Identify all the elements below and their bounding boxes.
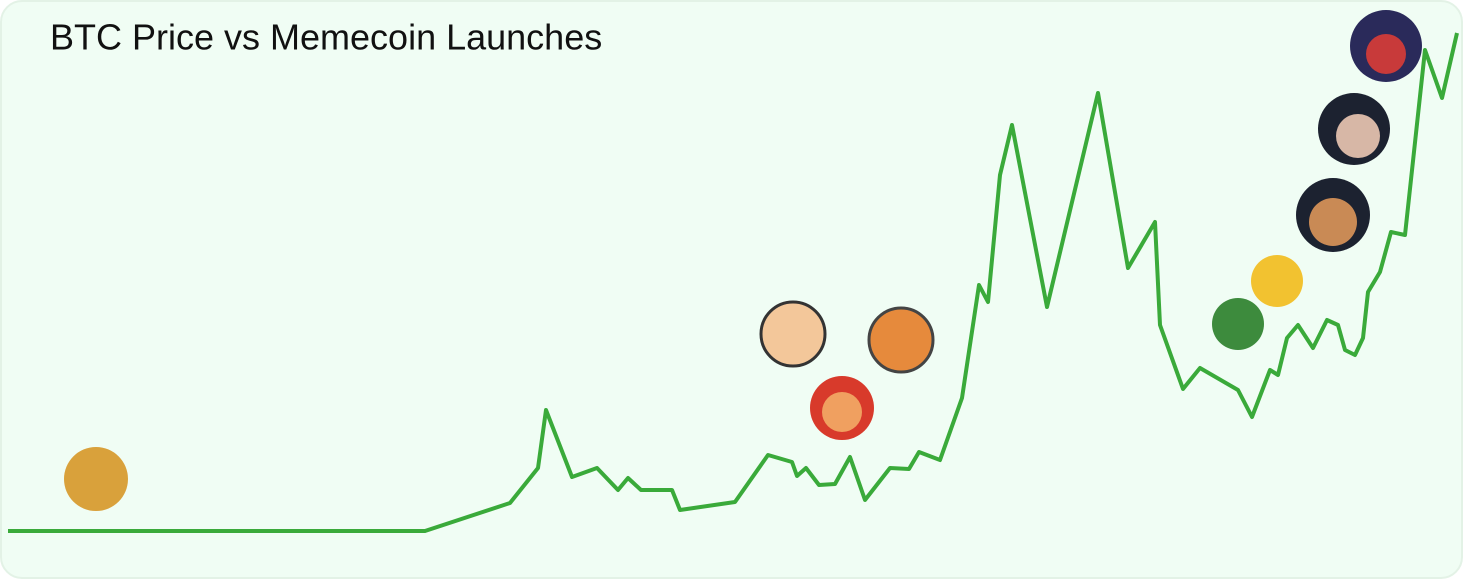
coin-icon bbox=[822, 392, 862, 432]
coin-icon bbox=[1251, 255, 1303, 307]
page: BTC Price vs Memecoin Launches (() => { … bbox=[0, 0, 1473, 583]
coin-icon bbox=[761, 302, 825, 366]
coin-icon bbox=[1309, 198, 1357, 246]
coin-icon bbox=[1336, 114, 1380, 158]
chart-title: BTC Price vs Memecoin Launches bbox=[50, 17, 602, 58]
coin-icon bbox=[1212, 298, 1264, 350]
coin-icon bbox=[1366, 34, 1406, 74]
coin-icon bbox=[869, 308, 933, 372]
price-line bbox=[8, 33, 1457, 531]
chart: BTC Price vs Memecoin Launches bbox=[0, 0, 1473, 583]
coin-icons bbox=[64, 10, 1422, 511]
coin-icon bbox=[64, 447, 128, 511]
